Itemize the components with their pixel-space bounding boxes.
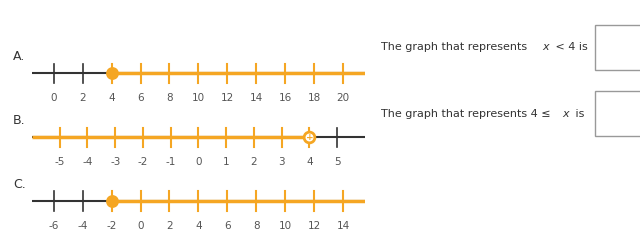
Text: ∨: ∨: [626, 109, 633, 119]
Point: [106, 72, 116, 75]
Text: -3: -3: [110, 157, 120, 167]
Text: 4: 4: [108, 93, 115, 103]
Text: 10: 10: [278, 221, 292, 231]
Text: -6: -6: [49, 221, 59, 231]
Text: The graph that represents 4 ≤: The graph that represents 4 ≤: [381, 109, 554, 119]
Text: 0: 0: [195, 157, 202, 167]
Text: -1: -1: [166, 157, 176, 167]
Text: < 4 is: < 4 is: [552, 42, 591, 52]
Point: [106, 200, 116, 203]
Text: 3: 3: [278, 157, 285, 167]
Text: ∨: ∨: [626, 42, 633, 52]
Text: x: x: [543, 42, 549, 52]
Text: 6: 6: [224, 221, 230, 231]
Text: ✓: ✓: [605, 41, 615, 54]
Text: 0: 0: [137, 221, 144, 231]
Text: 8: 8: [253, 221, 260, 231]
Text: 2: 2: [250, 157, 257, 167]
Text: 5: 5: [333, 157, 340, 167]
Text: C.: C.: [13, 178, 26, 191]
Text: -2: -2: [106, 221, 116, 231]
Text: 2: 2: [79, 93, 86, 103]
Text: 12: 12: [308, 221, 321, 231]
Text: 16: 16: [278, 93, 292, 103]
Text: 6: 6: [137, 93, 144, 103]
Text: 2: 2: [166, 221, 173, 231]
Text: A: A: [618, 109, 625, 119]
Text: 4: 4: [195, 221, 202, 231]
Text: -2: -2: [138, 157, 148, 167]
Text: 8: 8: [166, 93, 173, 103]
Text: 1: 1: [223, 157, 230, 167]
Text: 4: 4: [306, 157, 313, 167]
Text: 14: 14: [250, 93, 263, 103]
Text: 10: 10: [192, 93, 205, 103]
Point: [304, 136, 314, 139]
Text: 20: 20: [337, 93, 349, 103]
Text: The graph that represents: The graph that represents: [381, 42, 531, 52]
Text: -4: -4: [83, 157, 93, 167]
Text: -4: -4: [77, 221, 88, 231]
Text: 0: 0: [51, 93, 57, 103]
Text: ✓: ✓: [605, 107, 615, 120]
Text: 14: 14: [337, 221, 349, 231]
Text: 18: 18: [308, 93, 321, 103]
Text: is: is: [572, 109, 588, 119]
Text: +: +: [305, 133, 313, 142]
Text: B: B: [618, 42, 625, 52]
Text: x: x: [562, 109, 568, 119]
Text: -5: -5: [54, 157, 65, 167]
Text: B.: B.: [13, 114, 26, 127]
Text: A.: A.: [13, 50, 25, 63]
Text: 12: 12: [221, 93, 234, 103]
